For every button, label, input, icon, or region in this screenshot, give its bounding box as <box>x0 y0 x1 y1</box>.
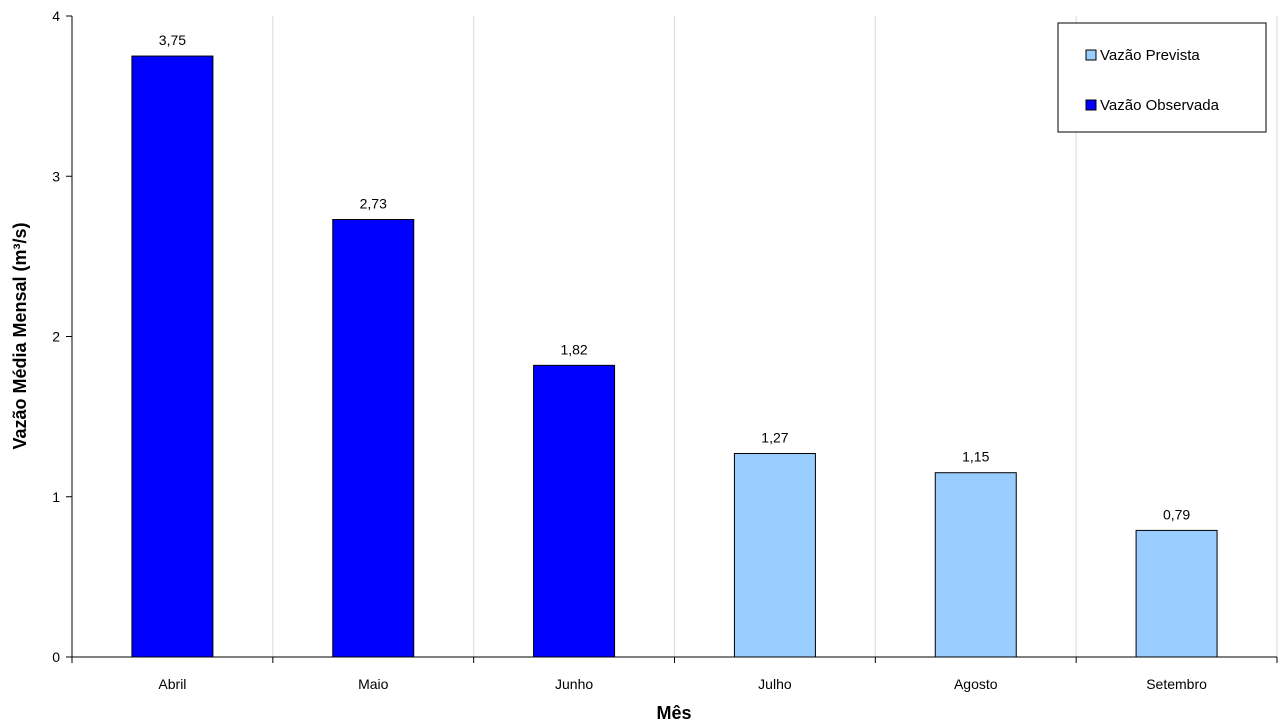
data-label: 1,15 <box>962 449 989 465</box>
bar-agosto <box>934 472 1017 658</box>
y-tick-label: 4 <box>52 8 60 24</box>
y-tick-label: 3 <box>52 168 60 184</box>
x-tick-label: Abril <box>158 676 186 692</box>
y-tick-label: 0 <box>52 649 60 665</box>
axes <box>66 15 1278 663</box>
x-tick-label: Agosto <box>954 676 998 692</box>
x-tick-label: Setembro <box>1146 676 1207 692</box>
y-tick-label: 2 <box>52 329 60 345</box>
bar-abril <box>131 55 214 658</box>
data-label: 3,75 <box>159 32 186 48</box>
x-tick-label: Julho <box>758 676 792 692</box>
labels: 3,75 2,73 1,82 1,27 1,15 0,79 0 1 2 3 4 Abril Maio Ju… <box>52 8 1207 692</box>
x-tick-label: Maio <box>358 676 389 692</box>
y-tick-label: 1 <box>52 489 60 505</box>
bar-maio <box>332 219 415 658</box>
legend-swatch-vazao-prevista <box>1085 49 1097 61</box>
data-label: 1,82 <box>560 341 587 357</box>
x-tick-label: Junho <box>555 676 593 692</box>
y-axis-title: Vazão Média Mensal (m³/s) <box>10 222 30 449</box>
legend: Vazão Prevista Vazão Observada <box>1057 22 1267 133</box>
bar-junho <box>533 364 616 658</box>
legend-box <box>1057 22 1267 133</box>
legend-label-vazao-observada: Vazão Observada <box>1100 97 1220 114</box>
bars <box>131 55 1218 658</box>
legend-swatch-vazao-observada <box>1085 99 1097 111</box>
data-label: 2,73 <box>360 196 387 212</box>
bar-julho <box>733 452 816 658</box>
data-label: 1,27 <box>761 429 788 445</box>
legend-label-vazao-prevista: Vazão Prevista <box>1100 47 1200 64</box>
bar-setembro <box>1135 529 1218 658</box>
x-axis-title: Mês <box>656 703 691 723</box>
data-label: 0,79 <box>1163 506 1190 522</box>
